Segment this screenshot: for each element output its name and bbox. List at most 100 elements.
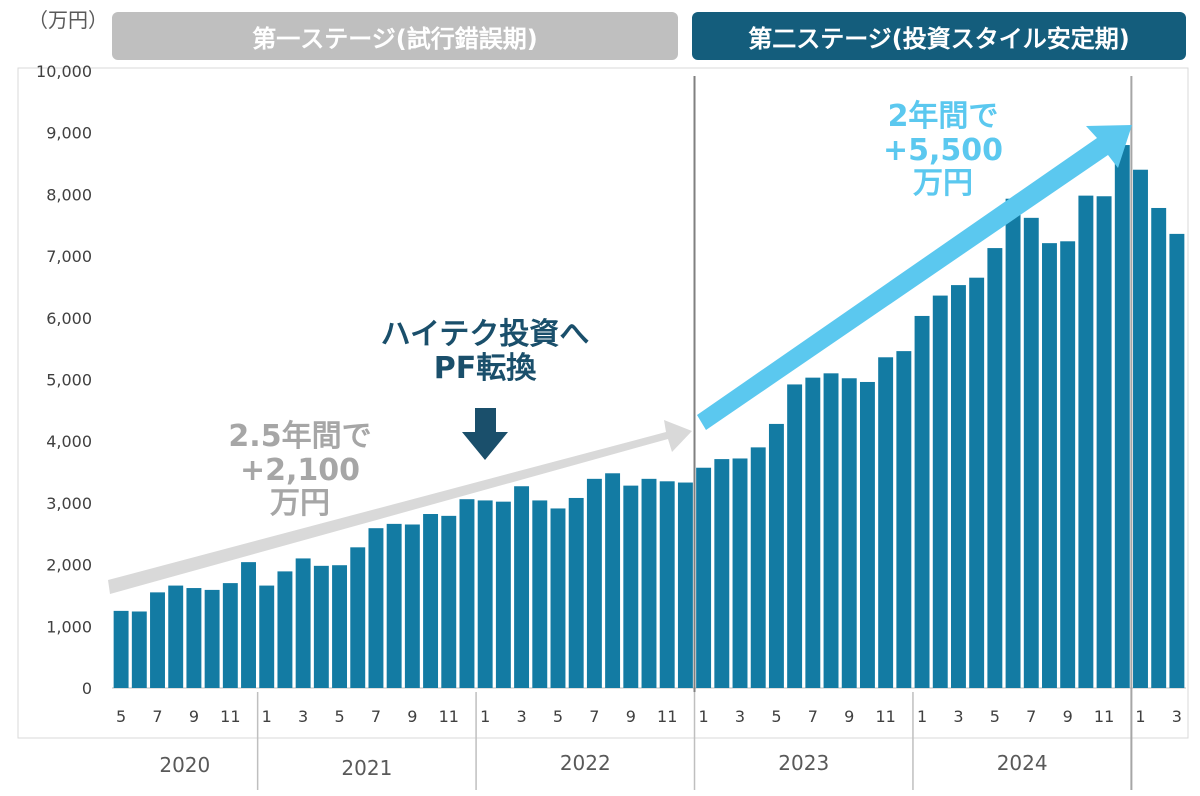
bar (1060, 241, 1076, 689)
grey-growth-annotation: 2.5年間で +2,100 万円 (200, 420, 400, 521)
bar (586, 478, 602, 688)
x-tick-label: 1 (262, 707, 272, 726)
bar (969, 277, 985, 688)
bar (623, 485, 639, 688)
y-tick-label: 8,000 (46, 185, 92, 204)
bar (896, 351, 912, 688)
bar (950, 285, 966, 688)
bar (568, 497, 584, 688)
x-tick-label: 11 (220, 707, 240, 726)
blue-annotation-line2: +5,500 (882, 132, 1004, 168)
y-tick-label: 6,000 (46, 309, 92, 328)
bar (295, 558, 311, 688)
bar (1005, 198, 1021, 688)
x-tick-label: 9 (407, 707, 417, 726)
bar (677, 482, 693, 688)
x-tick-label: 11 (657, 707, 677, 726)
bar (768, 423, 784, 688)
y-tick-label: 9,000 (46, 124, 92, 143)
bar (313, 565, 329, 688)
shift-annotation-line1: ハイテク投資へ (380, 317, 590, 352)
x-tick-label: 1 (917, 707, 927, 726)
y-tick-label: 2,000 (46, 556, 92, 575)
bar (113, 610, 129, 688)
year-label: 2023 (778, 751, 829, 775)
y-tick-label: 0 (82, 679, 92, 698)
bar (714, 459, 730, 688)
bar (605, 473, 621, 688)
bar (859, 381, 875, 688)
bar (732, 458, 748, 688)
bar (1114, 145, 1130, 689)
bar (386, 523, 402, 688)
x-tick-label: 5 (334, 707, 344, 726)
x-tick-label: 5 (990, 707, 1000, 726)
x-tick-label: 5 (771, 707, 781, 726)
grey-growth-arrow (108, 420, 692, 594)
bar (495, 501, 511, 688)
x-tick-label: 9 (844, 707, 854, 726)
bars (113, 145, 1185, 689)
bar (332, 565, 348, 688)
portfolio-shift-annotation: ハイテク投資へ PF転換 (360, 318, 610, 385)
bar (514, 486, 530, 688)
grey-annotation-line3: 万円 (270, 486, 330, 522)
bar (204, 589, 220, 688)
bar (222, 583, 238, 688)
bar (787, 384, 803, 688)
x-tick-label: 1 (699, 707, 709, 726)
bar (659, 481, 675, 688)
arrows (108, 125, 1132, 594)
x-tick-label: 7 (808, 707, 818, 726)
bar (1151, 207, 1167, 688)
bar (932, 295, 948, 688)
blue-growth-annotation: 2年間で +5,500 万円 (848, 100, 1038, 201)
bar (1096, 196, 1112, 688)
down-arrow (462, 408, 508, 460)
x-tick-label: 3 (298, 707, 308, 726)
x-tick-label: 3 (953, 707, 963, 726)
y-tick-labels: 0 1,000 2,000 3,000 4,000 5,000 6,000 7,000 8,00… (36, 62, 92, 698)
blue-growth-arrow (697, 125, 1132, 430)
bar (259, 585, 275, 688)
bar (1078, 195, 1094, 688)
x-tick-label: 3 (1172, 707, 1182, 726)
chart-frame (17, 67, 1189, 739)
stage-one-banner: 第一ステージ(試行錯誤期) (112, 12, 678, 60)
bar (841, 378, 857, 688)
x-tick-label: 7 (589, 707, 599, 726)
x-tick-label: 7 (371, 707, 381, 726)
bar (277, 571, 293, 688)
x-tick-label: 9 (189, 707, 199, 726)
x-tick-label: 11 (875, 707, 895, 726)
year-labels: 2020 2021 2022 2023 2024 (159, 751, 1047, 780)
bar (459, 499, 475, 688)
bar (168, 585, 184, 688)
bar (750, 447, 766, 688)
x-tick-label: 9 (626, 707, 636, 726)
bar (368, 528, 384, 688)
bar (404, 524, 420, 688)
x-tick-label: 1 (1135, 707, 1145, 726)
grey-annotation-line2: +2,100 (239, 452, 361, 488)
x-tick-label: 7 (152, 707, 162, 726)
bar (641, 478, 657, 688)
blue-annotation-line3: 万円 (913, 166, 973, 202)
bar (987, 248, 1003, 689)
year-label: 2024 (997, 751, 1048, 775)
x-tick-label: 1 (480, 707, 490, 726)
y-tick-label: 3,000 (46, 494, 92, 513)
bar (477, 500, 493, 688)
y-axis-unit: （万円） (28, 8, 108, 32)
y-tick-label: 10,000 (36, 62, 92, 81)
bar (696, 467, 712, 688)
bar (241, 562, 256, 688)
bar (423, 514, 439, 688)
bar (550, 508, 566, 688)
bar (1042, 243, 1057, 688)
x-tick-label: 5 (116, 707, 126, 726)
bar (1023, 217, 1039, 688)
x-tick-label: 5 (553, 707, 563, 726)
y-tick-label: 1,000 (46, 617, 92, 636)
